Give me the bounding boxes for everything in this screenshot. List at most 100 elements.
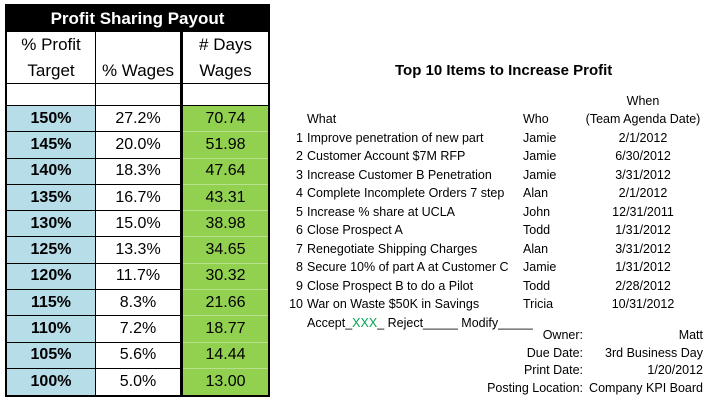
spacer-cell bbox=[7, 84, 96, 105]
table-row: 105% 5.6% 14.44 bbox=[7, 342, 268, 369]
item-number: 3 bbox=[296, 167, 303, 182]
wages-pct-cell: 7.2% bbox=[96, 316, 183, 343]
header-target: Target bbox=[7, 58, 96, 83]
meta-value: 3rd Business Day bbox=[605, 345, 703, 360]
item-number: 7 bbox=[296, 241, 303, 256]
item-number: 8 bbox=[296, 260, 303, 274]
header-profit: % Profit bbox=[7, 32, 96, 58]
meta-value: Company KPI Board bbox=[589, 380, 703, 395]
payout-rows: 150% 27.2% 70.74 145% 20.0% 51.98 140% 1… bbox=[7, 106, 268, 396]
item-number: 1 bbox=[296, 130, 303, 145]
wages-pct-cell: 20.0% bbox=[96, 132, 183, 159]
item-what: Increase Customer B Penetration bbox=[307, 167, 492, 182]
header-blank bbox=[96, 32, 183, 58]
item-when: 3/31/2012 bbox=[615, 167, 671, 182]
table-row: 110% 7.2% 18.77 bbox=[7, 316, 268, 343]
item-who: John bbox=[523, 204, 551, 219]
wages-pct-cell: 15.0% bbox=[96, 211, 183, 238]
item-who: Jamie bbox=[523, 149, 557, 163]
item-who: Todd bbox=[523, 223, 551, 237]
spacer-cell bbox=[183, 84, 268, 105]
meta-label: Print Date: bbox=[523, 363, 583, 377]
spacer-cell bbox=[96, 84, 183, 105]
header-row-2: Target % Wages Wages bbox=[7, 58, 268, 84]
header-days: # Days bbox=[199, 35, 252, 54]
target-cell: 100% bbox=[7, 368, 96, 396]
header-row-1: % Profit # Days bbox=[7, 32, 268, 58]
item-when: 1/31/2012 bbox=[615, 223, 671, 237]
item-who: Todd bbox=[523, 278, 551, 293]
days-cell: 70.74 bbox=[183, 106, 268, 133]
item-what: Renegotiate Shipping Charges bbox=[307, 241, 478, 256]
accept-reject-modify: Accept_XXX_ Reject_____ Modify_____ bbox=[307, 314, 533, 333]
days-cell: 18.77 bbox=[183, 316, 268, 343]
table-row: 100% 5.0% 13.00 bbox=[7, 368, 268, 396]
days-cell: 34.65 bbox=[183, 237, 268, 264]
item-what: Secure 10% of part A at Customer C bbox=[307, 260, 509, 274]
item-what: Close Prospect B to do a Pilot bbox=[307, 278, 474, 293]
item-what: War on Waste $50K in Savings bbox=[307, 297, 480, 311]
wages-pct-cell: 11.7% bbox=[96, 263, 183, 291]
item-number: 9 bbox=[296, 278, 303, 293]
col-who: Who bbox=[523, 112, 549, 126]
target-cell: 125% bbox=[7, 237, 96, 264]
items-title: Top 10 Items to Increase Profit bbox=[395, 62, 613, 79]
table-row: 150% 27.2% 70.74 bbox=[7, 106, 268, 133]
item-when: 10/31/2012 bbox=[611, 297, 675, 311]
item-who: Jamie bbox=[523, 167, 557, 182]
item-number: 5 bbox=[296, 204, 303, 219]
days-cell: 51.98 bbox=[183, 132, 268, 159]
item-when: 2/1/2012 bbox=[618, 186, 668, 200]
days-cell: 14.44 bbox=[183, 342, 268, 369]
header-wages-pct: % Wages bbox=[96, 58, 183, 83]
meta-value: 1/20/2012 bbox=[647, 363, 703, 377]
target-cell: 130% bbox=[7, 211, 96, 238]
item-when: 12/31/2011 bbox=[612, 204, 674, 219]
days-cell: 43.31 bbox=[183, 184, 268, 212]
accept-mark: XXX bbox=[352, 315, 378, 330]
meta-value: Matt bbox=[678, 328, 703, 342]
wages-pct-cell: 27.2% bbox=[96, 106, 183, 133]
item-when: 2/28/2012 bbox=[615, 278, 671, 293]
days-cell: 21.66 bbox=[183, 290, 268, 317]
target-cell: 150% bbox=[7, 106, 96, 133]
wages-pct-cell: 16.7% bbox=[96, 184, 183, 212]
reject-modify-label: _ Reject_____ Modify_____ bbox=[377, 315, 533, 330]
item-what: Increase % share at UCLA bbox=[307, 204, 455, 219]
days-cell: 47.64 bbox=[183, 158, 268, 185]
header-wages: Wages bbox=[199, 60, 252, 80]
wages-pct-cell: 5.0% bbox=[96, 368, 183, 396]
item-who: Jamie bbox=[523, 130, 557, 145]
table-row: 115% 8.3% 21.66 bbox=[7, 290, 268, 317]
payout-title: Profit Sharing Payout bbox=[7, 6, 268, 32]
meta-label: Due Date: bbox=[526, 345, 583, 360]
target-cell: 110% bbox=[7, 316, 96, 343]
item-number: 4 bbox=[296, 186, 303, 200]
item-who: Tricia bbox=[523, 297, 554, 311]
col-when: (Team Agenda Date) bbox=[585, 112, 701, 126]
table-row: 130% 15.0% 38.98 bbox=[7, 211, 268, 238]
wages-pct-cell: 5.6% bbox=[96, 342, 183, 369]
wages-pct-cell: 8.3% bbox=[96, 290, 183, 317]
item-who: Alan bbox=[523, 241, 549, 256]
meta-label: Posting Location: bbox=[487, 380, 583, 395]
col-when-top: When bbox=[626, 94, 660, 108]
spacer-row bbox=[7, 84, 268, 106]
table-row: 140% 18.3% 47.64 bbox=[7, 158, 268, 185]
days-cell: 38.98 bbox=[183, 211, 268, 238]
item-number: 10 bbox=[289, 297, 303, 311]
item-when: 3/31/2012 bbox=[615, 241, 671, 256]
wages-pct-cell: 18.3% bbox=[96, 158, 183, 185]
item-number: 6 bbox=[296, 223, 303, 237]
item-number: 2 bbox=[296, 149, 303, 163]
table-row: 120% 11.7% 30.32 bbox=[7, 263, 268, 291]
target-cell: 115% bbox=[7, 290, 96, 317]
days-cell: 13.00 bbox=[183, 368, 268, 396]
meta-label: Owner: bbox=[542, 328, 583, 342]
item-what: Complete Incomplete Orders 7 step bbox=[307, 186, 505, 200]
col-what: What bbox=[307, 112, 337, 126]
table-row: 135% 16.7% 43.31 bbox=[7, 184, 268, 212]
target-cell: 120% bbox=[7, 263, 96, 291]
item-who: Jamie bbox=[523, 260, 557, 274]
table-row: 145% 20.0% 51.98 bbox=[7, 132, 268, 159]
